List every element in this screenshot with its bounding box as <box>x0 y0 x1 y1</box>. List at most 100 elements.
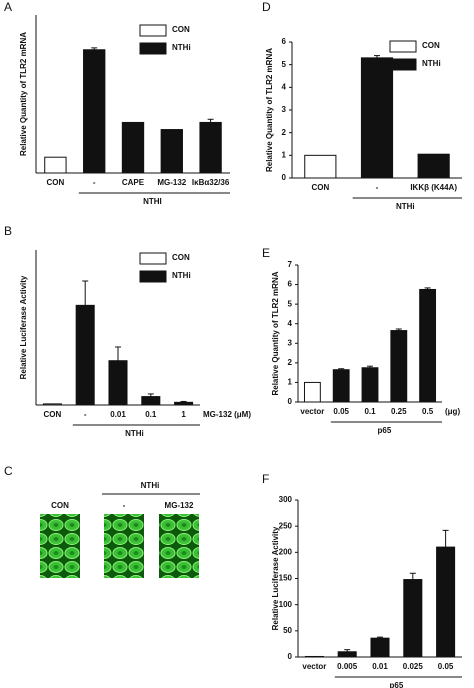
y-tick-label: 2 <box>282 128 287 137</box>
legend-label: NTHi <box>172 43 191 52</box>
legend-swatch <box>139 42 167 55</box>
y-tick-label: 0 <box>288 652 293 661</box>
x-tick-label: vector <box>300 407 324 416</box>
y-tick-label: 6 <box>288 280 293 289</box>
legend-label: CON <box>172 25 190 34</box>
panel-letter: C <box>4 464 13 478</box>
x-tick-label: - <box>84 410 87 419</box>
micrograph <box>159 514 199 578</box>
legend-swatch <box>139 252 167 265</box>
x-tick-label: 0.05 <box>333 407 349 416</box>
legend-swatch <box>389 58 417 71</box>
image-label: CON <box>51 501 69 510</box>
panel-letter: A <box>4 0 12 14</box>
y-axis-label: Relative Luciferase Activity <box>271 526 280 630</box>
image-label: MG-132 <box>165 501 194 510</box>
bar <box>199 121 222 174</box>
error-bar <box>344 649 351 652</box>
bar <box>304 154 337 179</box>
error-bar <box>395 328 402 331</box>
y-tick-label: 3 <box>288 338 293 347</box>
x-tick-label: IκBα32/36 <box>192 178 230 187</box>
bar <box>121 121 145 174</box>
y-tick-label: 7 <box>288 260 293 269</box>
x-tick-label: 1 <box>181 410 186 419</box>
x-unit: (μg) <box>445 407 460 416</box>
y-tick-label: 5 <box>282 60 287 69</box>
y-tick-label: 300 <box>279 495 293 504</box>
bar <box>419 288 437 403</box>
group-label: NTHi <box>396 202 415 211</box>
y-axis-label: Relative Quantity of TLR2 mRNA <box>265 48 274 172</box>
bar <box>370 637 390 658</box>
group-label: NTHi <box>141 481 160 490</box>
y-axis-label: Relative Quantity of TLR2 mRNA <box>271 271 280 395</box>
x-tick-label: 0.25 <box>391 407 407 416</box>
y-tick-label: 2 <box>288 358 293 367</box>
group-label: NTHI <box>143 197 162 206</box>
y-tick-label: 250 <box>279 521 293 530</box>
micrograph <box>40 514 80 578</box>
bar <box>436 546 456 658</box>
legend-label: CON <box>422 41 440 50</box>
bar <box>75 304 95 406</box>
x-unit: MG-132 (μM) <box>203 410 251 419</box>
error-bar <box>409 572 416 580</box>
micrograph <box>104 514 144 578</box>
x-tick-label: 0.005 <box>337 662 358 671</box>
x-tick-label: 0.5 <box>422 407 434 416</box>
panel-letter: F <box>262 472 269 486</box>
error-bar <box>367 365 373 368</box>
legend-label: NTHi <box>172 271 191 280</box>
error-bar <box>424 287 431 290</box>
error-bar <box>91 47 98 50</box>
y-tick-label: 0 <box>288 397 293 406</box>
bar <box>160 129 183 174</box>
y-tick-label: 4 <box>288 319 293 328</box>
error-bar <box>338 368 345 370</box>
y-tick-label: 150 <box>279 574 293 583</box>
x-tick-label: CON <box>311 183 329 192</box>
y-tick-label: 200 <box>279 547 293 556</box>
x-tick-label: 0.1 <box>145 410 157 419</box>
bar <box>108 360 128 406</box>
panel-letter: D <box>262 0 271 14</box>
error-bar <box>207 118 214 123</box>
bar <box>403 579 423 658</box>
x-tick-label: 0.1 <box>364 407 376 416</box>
legend-swatch <box>389 40 417 53</box>
bar <box>141 396 161 406</box>
group-label: p65 <box>378 426 392 435</box>
y-tick-label: 100 <box>279 600 293 609</box>
y-tick-label: 1 <box>288 378 293 387</box>
bar <box>44 156 67 174</box>
legend-swatch <box>139 24 167 37</box>
x-tick-label: CON <box>44 410 62 419</box>
bar <box>390 330 408 403</box>
x-tick-label: CON <box>47 178 65 187</box>
legend-label: CON <box>172 253 190 262</box>
x-tick-label: IKKβ (K44A) <box>410 183 457 192</box>
legend-swatch <box>139 270 167 283</box>
y-tick-label: 0 <box>282 173 287 182</box>
y-tick-label: 1 <box>282 150 287 159</box>
error-bar <box>180 400 187 403</box>
y-tick-label: 3 <box>282 105 287 114</box>
x-tick-label: - <box>93 178 96 187</box>
error-bar <box>442 529 449 548</box>
bar <box>332 369 350 403</box>
error-bar <box>82 280 89 306</box>
panel-letter: B <box>4 224 12 238</box>
bar <box>42 403 62 406</box>
y-tick-label: 6 <box>282 37 287 46</box>
error-bar <box>147 393 154 397</box>
bar <box>337 651 357 658</box>
panel-c: C NTHi CON - MG-132 <box>4 464 200 578</box>
bar <box>361 367 379 403</box>
bar <box>360 57 394 179</box>
y-tick-label: 4 <box>282 82 287 91</box>
y-axis-label: Relative Quantity of TLR2 mRNA <box>19 32 28 156</box>
x-tick-label: CAPE <box>122 178 145 187</box>
bar <box>303 381 321 403</box>
